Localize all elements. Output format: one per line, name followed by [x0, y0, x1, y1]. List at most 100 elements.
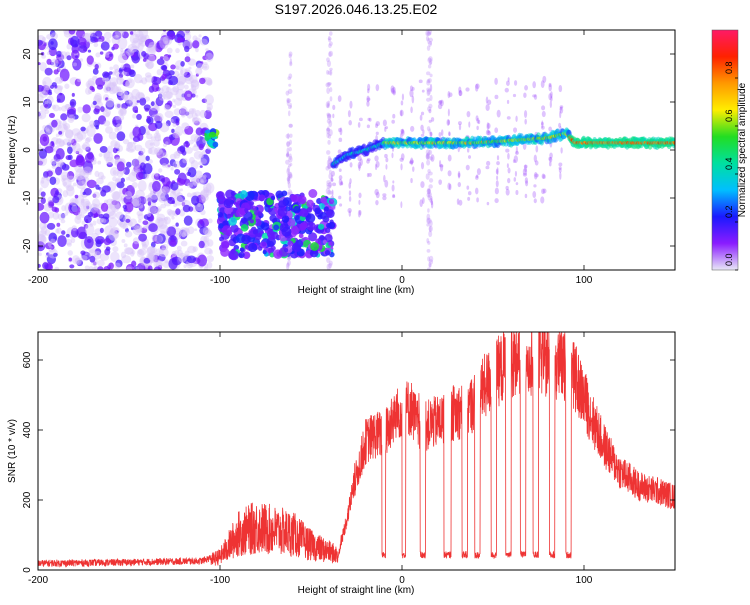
spectrogram-cell: [83, 188, 92, 196]
spectrogram-cell: [174, 65, 180, 70]
spectrogram-cell: [191, 195, 200, 206]
spectrogram-cell: [257, 211, 263, 217]
spectrogram-cell: [326, 127, 331, 135]
spectrogram-cell: [122, 52, 129, 61]
spectrogram-cell: [327, 139, 331, 145]
spectrogram-cell: [219, 207, 226, 214]
spectrogram-cell: [192, 40, 200, 49]
spectrogram-cell: [148, 54, 156, 62]
spectrogram-cell: [177, 249, 183, 257]
spectrogram-cell: [194, 109, 201, 117]
spectrogram-cell: [169, 239, 177, 246]
spectrogram-cell: [64, 103, 72, 110]
spectrogram-cell: [199, 226, 209, 235]
spectrogram-cell: [52, 195, 60, 204]
spectrogram-cell: [171, 250, 177, 258]
spectrogram-cell: [439, 163, 444, 172]
spectrogram-cell: [108, 53, 113, 57]
spectrogram-cell: [287, 165, 290, 173]
spectrogram-cell: [116, 169, 124, 178]
spectrogram-cell: [428, 119, 432, 123]
spectrogram-cell: [203, 266, 209, 270]
spectrogram-cell: [46, 51, 51, 56]
spectrogram-cell: [145, 155, 150, 162]
spectrogram-cell: [74, 55, 79, 59]
spectrogram-cell: [286, 262, 290, 268]
spectrogram-cell: [366, 159, 370, 164]
spectrogram-cell: [427, 194, 431, 201]
spectrogram-cell: [320, 196, 328, 204]
spectrogram-cell: [137, 249, 143, 255]
spectrogram-cell: [392, 193, 396, 198]
spectrogram-cell: [117, 91, 125, 101]
spectrogram-cell: [82, 200, 92, 212]
spectrogram-cell: [287, 171, 293, 179]
snr-frame: [37, 331, 676, 571]
spectrogram-cell: [134, 223, 141, 230]
spectrogram-cell: [60, 219, 66, 224]
spectrogram-cell: [155, 129, 160, 135]
spectrogram-cell: [285, 133, 290, 139]
spectrogram-cell: [286, 168, 290, 175]
spectrogram-cell: [475, 83, 480, 89]
spectrogram-cell: [155, 217, 165, 228]
spectrogram-cell: [196, 62, 205, 70]
spectrogram-cell: [428, 171, 433, 176]
spectrogram-cell: [114, 143, 121, 149]
spectrogram-cell: [94, 38, 99, 43]
spectrogram-cell: [122, 80, 130, 87]
spectrogram-cell: [513, 155, 518, 164]
spectrogram-cell: [338, 175, 343, 180]
spectrogram-cell: [154, 172, 159, 177]
spectrogram-cell: [76, 226, 87, 240]
spectrogram-cell: [88, 249, 97, 259]
spectrogram-cell: [143, 257, 151, 264]
spectrogram-cell: [160, 192, 169, 202]
spectrogram-cell: [74, 78, 81, 87]
spectrogram-cell: [331, 174, 334, 183]
spectrogram-cell: [324, 234, 333, 243]
spectrogram-cell: [325, 82, 330, 88]
spectrogram-cell: [326, 112, 330, 117]
spectrogram-cell: [174, 168, 181, 175]
spectrogram-cell: [83, 48, 87, 52]
spectrogram-cell: [477, 119, 481, 125]
spectrogram-cell: [80, 126, 86, 132]
spectrogram-cell: [69, 203, 79, 212]
spectrogram-cell: [150, 190, 154, 195]
colorbar-ticks: 0.0 0.2 0.4 0.6 0.8: [724, 61, 738, 271]
spectrogram-cell: [202, 174, 207, 179]
spectrogram-cell: [48, 112, 55, 118]
spectrogram-cell: [192, 89, 197, 95]
spectrogram-cell: [192, 246, 198, 253]
spectrogram-cell: [322, 215, 330, 223]
spectrogram-cell: [132, 37, 138, 44]
spectrogram-cell: [82, 104, 91, 114]
spectrogram-cell: [325, 187, 331, 195]
spectrogram-cell: [201, 63, 210, 71]
spectrogram-cell: [42, 262, 49, 270]
spectrogram-cell: [524, 193, 528, 199]
spectrogram-cell: [162, 90, 172, 100]
spectrogram-cell: [430, 200, 434, 205]
spectrogram-cell: [391, 184, 395, 192]
spectrogram-cell: [427, 30, 432, 34]
spectrogram-cell: [62, 122, 71, 130]
spectrogram-cell: [549, 152, 553, 159]
spectrogram-cell: [77, 78, 82, 83]
spectrogram-cell: [63, 125, 69, 131]
spectrogram-cell: [173, 195, 184, 206]
spectrogram-cell: [359, 158, 363, 166]
spectrogram-cell: [331, 189, 334, 197]
spectrogram-cell: [339, 127, 343, 136]
spectrogram-cell: [131, 40, 141, 49]
spectrogram-cell: [89, 203, 99, 214]
spectrogram-cell: [248, 242, 258, 253]
spectrogram-cell: [55, 126, 60, 131]
spectrogram-cell: [219, 236, 225, 242]
spectrogram-cell: [136, 210, 143, 217]
spectrogram-cell: [125, 218, 131, 223]
spectrogram-cell: [155, 149, 164, 159]
spectrogram-cell: [176, 36, 183, 43]
spectrogram-cell: [57, 123, 68, 133]
